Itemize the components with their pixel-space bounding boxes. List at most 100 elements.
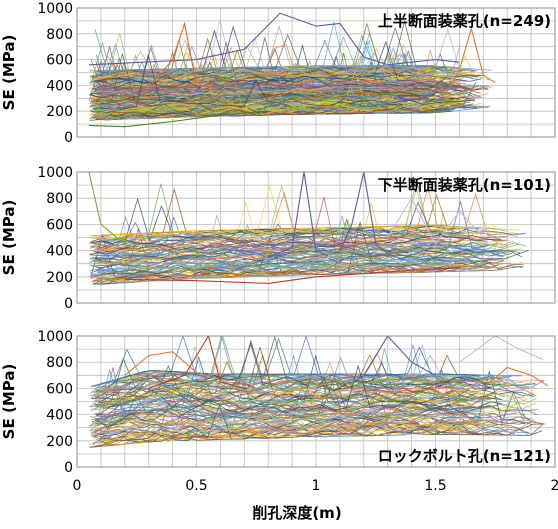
x-tick-label: 1 (312, 478, 321, 494)
series-line (90, 241, 498, 258)
y-tick-label: 0 (64, 130, 73, 146)
outlier-line (446, 26, 496, 93)
y-tick-label: 400 (46, 78, 73, 94)
panel-top: 0 200 400 600 800 1000 SE (MPa) 上半断面装薬孔(n=249) (0, 1, 556, 146)
panel-title: 下半断面装薬孔(n=101) (378, 176, 551, 194)
series-line (95, 246, 467, 271)
series-line (93, 416, 512, 439)
series-line (96, 202, 444, 265)
x-axis-label: 削孔深度(m) (252, 504, 341, 522)
series-line (92, 386, 535, 438)
outlier-line (88, 12, 460, 66)
outlier-line (88, 172, 149, 254)
y-tick-label: 200 (46, 104, 73, 120)
series-line (94, 371, 526, 437)
y-tick-label: 1000 (37, 329, 73, 345)
series-line (100, 419, 484, 439)
series-line (92, 421, 476, 443)
y-tick-label: 200 (46, 270, 73, 286)
y-axis-label: SE (MPa) (0, 200, 18, 276)
series-line (96, 346, 480, 388)
outlier-line (375, 53, 460, 76)
outlier-line (148, 21, 221, 89)
series-line (100, 417, 484, 447)
y-tick-label: 1000 (37, 165, 73, 181)
plot-frame (76, 335, 556, 468)
series-line (99, 36, 459, 87)
y-tick-label: 400 (46, 244, 73, 260)
outlier-line (363, 336, 436, 376)
series-line (94, 66, 430, 79)
series-line (90, 184, 497, 239)
outlier-line (268, 172, 329, 258)
series-line (92, 421, 464, 446)
series-line (95, 201, 526, 248)
series-line (100, 260, 448, 277)
series-line (97, 253, 493, 280)
series-line (89, 224, 521, 237)
plot-frame (76, 171, 556, 304)
series-line (95, 353, 478, 403)
series-line (94, 41, 478, 97)
plot-frame (76, 7, 556, 138)
series-line (95, 69, 419, 84)
series-line (97, 93, 433, 106)
series-line (99, 88, 458, 101)
series-line (94, 235, 501, 255)
y-tick-label: 400 (46, 408, 73, 424)
series-line (100, 80, 459, 93)
outlier-line (124, 351, 197, 376)
panel-title: ロックボルト孔(n=121) (378, 447, 551, 465)
series-line (96, 247, 503, 261)
series-line (95, 386, 502, 409)
panel-bottom: 0 200 400 600 800 1000 SE (MPa) ロックボルト孔(n=121) (0, 329, 556, 476)
series-line (94, 392, 538, 427)
outlier-line (482, 366, 549, 389)
series-line (99, 406, 495, 425)
series-line (94, 78, 454, 93)
y-axis-label: SE (MPa) (0, 364, 18, 440)
series-lines (88, 172, 529, 285)
outlier-line (124, 267, 460, 284)
series-line (92, 372, 488, 387)
x-tick-label: 2 (551, 478, 558, 494)
series-line (94, 379, 489, 425)
series-line (96, 196, 444, 253)
series-line (91, 91, 450, 104)
series-line (92, 231, 475, 247)
y-tick-label: 800 (46, 27, 73, 43)
y-tick-label: 800 (46, 191, 73, 207)
y-axis-label: SE (MPa) (0, 35, 18, 111)
series-line (94, 22, 454, 82)
series-line (89, 399, 521, 428)
series-line (100, 249, 507, 272)
series-line (89, 197, 449, 244)
y-tick-label: 0 (64, 460, 73, 476)
series-line (93, 92, 489, 107)
series-line (97, 221, 504, 285)
series-line (89, 105, 449, 121)
outlier-line (88, 110, 269, 128)
series-line (90, 415, 533, 436)
panel-middle: 0 200 400 600 800 1000 SE (MPa) 下半断面装薬孔(n=101) (0, 165, 556, 312)
series-line (99, 65, 434, 76)
series-line (96, 418, 515, 445)
outlier-line (459, 336, 544, 363)
outlier-line (387, 197, 484, 246)
x-tick-label: 0.5 (185, 478, 207, 494)
y-tick-label: 0 (64, 296, 73, 312)
series-line (98, 372, 505, 409)
series-line (91, 400, 499, 423)
series-line (98, 40, 482, 87)
series-line (100, 354, 496, 410)
series-line (93, 191, 488, 251)
x-tick-label: 1.5 (424, 478, 446, 494)
series-lines (88, 12, 496, 128)
panel-title: 上半断面装薬孔(n=249) (378, 12, 551, 30)
outlier-line (339, 172, 389, 254)
series-line (97, 398, 492, 427)
series-line (94, 364, 466, 428)
y-tick-label: 200 (46, 434, 73, 450)
